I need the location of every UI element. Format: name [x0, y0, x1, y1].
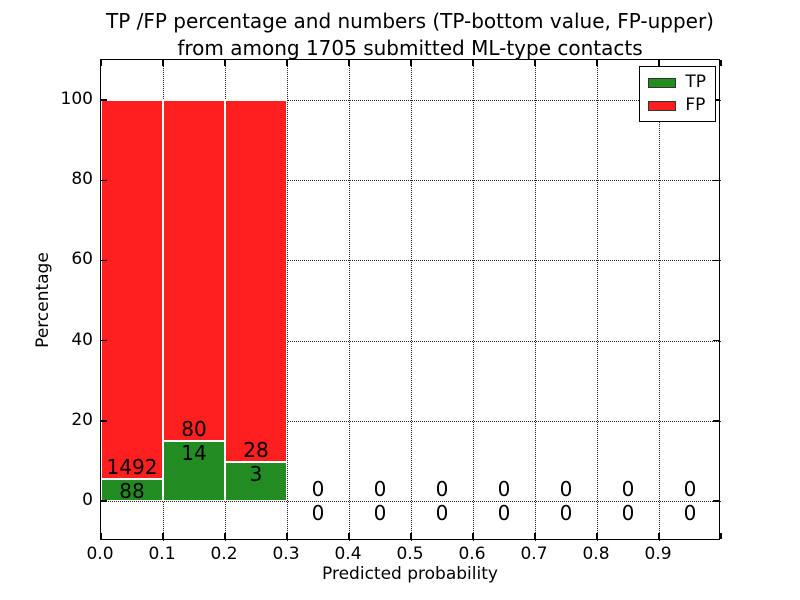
x-tick-top [286, 60, 288, 66]
x-tick-label: 0.1 [148, 544, 176, 564]
x-tick-top [658, 60, 660, 66]
gridline-vertical [287, 60, 288, 541]
bar-label-tp-count: 0 [559, 500, 573, 525]
x-tick-label: 0.2 [210, 544, 238, 564]
gridline-horizontal [101, 500, 721, 502]
bar-label-fp-count: 0 [311, 476, 325, 501]
y-tick-label: 60 [71, 249, 93, 270]
chart-title-line2: from among 1705 submitted ML-type contac… [177, 36, 643, 60]
y-tick-left [101, 500, 107, 502]
bar-label-fp-count: 28 [243, 438, 269, 463]
x-tick-bottom [658, 533, 660, 539]
y-tick-label: 80 [71, 169, 93, 190]
bar-label-fp-count: 0 [497, 476, 511, 501]
gridline-vertical [597, 60, 598, 541]
y-tick-label: 100 [60, 89, 93, 110]
y-tick-right [713, 99, 719, 101]
y-tick-label: 20 [71, 409, 93, 430]
y-tick-label: 40 [71, 329, 93, 350]
x-tick-bottom [348, 533, 350, 539]
y-tick-right [713, 339, 719, 342]
bar-label-fp-count: 80 [181, 417, 207, 442]
bar-segment-tp [101, 478, 163, 501]
plot-area: TP FP 1492 88 80 14 28 3 0 0 0 0 0 0 0 0 0 0 0 0 0 0 [100, 59, 722, 541]
x-tick-bottom [100, 533, 102, 539]
bar-label-fp-count: 0 [435, 476, 449, 501]
bar-segment-fp [163, 100, 225, 442]
legend-item-tp: TP [648, 73, 706, 92]
x-tick-label: 0.0 [86, 544, 114, 564]
bar-segment-tp [163, 441, 225, 501]
x-tick-top [100, 60, 102, 66]
x-axis-label: Predicted probability [322, 564, 498, 584]
y-tick-right [713, 500, 719, 502]
bar-label-tp-count: 3 [249, 462, 263, 487]
x-tick-bottom [534, 533, 536, 539]
bar-segment-fp [101, 100, 163, 479]
gridline-vertical [473, 60, 474, 541]
bar-label-tp-count: 14 [181, 441, 207, 466]
bar-label-fp-count: 0 [559, 476, 573, 501]
x-tick-label: 0.3 [272, 544, 300, 564]
bar-label-fp-count: 0 [683, 476, 697, 501]
x-tick-bottom [162, 533, 164, 539]
x-tick-label: 0.5 [396, 544, 424, 564]
x-tick-bottom [472, 533, 474, 539]
gridline-vertical [349, 60, 350, 541]
bar-segment-fp [225, 100, 287, 463]
bar-label-tp-count: 0 [683, 500, 697, 525]
y-tick-left [101, 420, 107, 422]
gridline-vertical [535, 60, 536, 541]
x-tick-label: 0.6 [458, 544, 486, 564]
bar-label-tp-count: 0 [373, 500, 387, 525]
chart-title-line1: TP /FP percentage and numbers (TP-bottom… [106, 9, 714, 33]
y-tick-right [713, 420, 719, 422]
bar-label-tp-count: 0 [435, 500, 449, 525]
y-tick-left [101, 339, 107, 342]
bar-segment-tp [225, 462, 287, 501]
legend-swatch-fp-icon [648, 100, 677, 111]
legend-label-fp: FP [685, 95, 706, 115]
x-tick-top [348, 60, 350, 66]
legend: TP FP [639, 66, 716, 122]
y-tick-left [101, 179, 107, 181]
bar-label-tp-count: 0 [497, 500, 511, 525]
bar-label-tp-count: 0 [621, 500, 635, 525]
x-tick-label: 0.8 [582, 544, 610, 564]
legend-item-fp: FP [648, 96, 706, 115]
x-tick-top [224, 60, 226, 66]
x-tick-bottom [410, 533, 412, 539]
x-tick-bottom [596, 533, 598, 539]
y-axis-label: Percentage [33, 252, 53, 348]
x-tick-top [720, 60, 722, 66]
y-tick-left [101, 259, 107, 262]
x-tick-label: 0.7 [520, 544, 548, 564]
bar-label-tp-count: 0 [311, 500, 325, 525]
x-tick-label: 0.9 [644, 544, 672, 564]
y-tick-left [101, 99, 107, 101]
y-tick-right [713, 179, 719, 181]
bar-label-fp-count: 0 [621, 476, 635, 501]
x-tick-top [472, 60, 474, 66]
y-tick-label: 0 [82, 489, 93, 510]
legend-label-tp: TP [685, 72, 706, 92]
bar-label-fp-count: 1492 [106, 454, 158, 479]
legend-swatch-tp-icon [648, 77, 677, 88]
x-tick-top [534, 60, 536, 66]
y-tick-right [713, 259, 719, 262]
x-tick-bottom [286, 533, 288, 539]
x-tick-top [410, 60, 412, 66]
chart-title: TP /FP percentage and numbers (TP-bottom… [100, 8, 720, 62]
x-tick-bottom [224, 533, 226, 539]
x-tick-label: 0.4 [334, 544, 362, 564]
gridline-vertical [411, 60, 412, 541]
x-tick-top [162, 60, 164, 66]
bar-label-tp-count: 88 [119, 478, 145, 503]
gridline-vertical [659, 60, 660, 541]
x-tick-bottom [720, 533, 722, 539]
x-tick-top [596, 60, 598, 66]
bar-label-fp-count: 0 [373, 476, 387, 501]
